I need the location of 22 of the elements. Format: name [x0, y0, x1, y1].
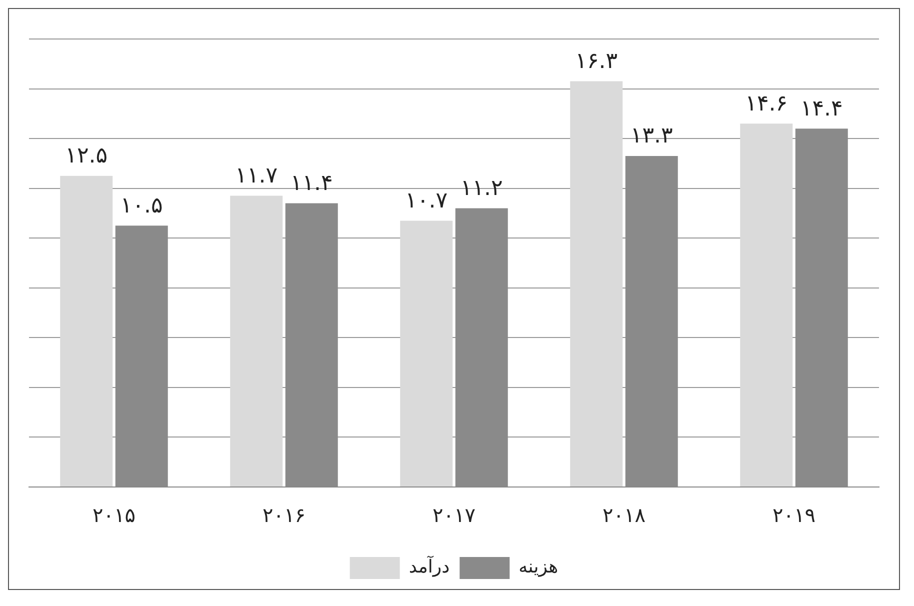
bar: [230, 196, 283, 486]
data-label: ۱۱.۷: [235, 164, 278, 189]
data-label: ۱۱.۴: [290, 170, 333, 196]
legend-label: هزینه: [518, 556, 558, 578]
bar: [740, 124, 793, 486]
bar: [400, 220, 453, 486]
x-tick-label: ۲۰۱۷: [432, 503, 476, 528]
data-label: ۱۰.۵: [120, 193, 163, 218]
data-label: ۱۰.۷: [405, 188, 448, 214]
data-label: ۱۲.۵: [65, 144, 108, 169]
legend-label: درآمد: [408, 556, 450, 578]
data-label: ۱۴.۴: [800, 96, 843, 122]
bar: [60, 176, 113, 486]
data-label: ۱۶.۳: [575, 49, 618, 74]
x-tick-label: ۲۰۱۵: [92, 503, 136, 528]
data-label: ۱۳.۳: [630, 124, 674, 149]
x-tick-label: ۲۰۱۶: [262, 503, 306, 528]
data-label: ۱۴.۶: [745, 91, 788, 116]
bar: [570, 81, 623, 486]
x-tick-label: ۲۰۱۸: [602, 503, 646, 528]
data-label: ۱۱.۲: [460, 176, 503, 201]
x-tick-label: ۲۰۱۹: [772, 503, 816, 528]
